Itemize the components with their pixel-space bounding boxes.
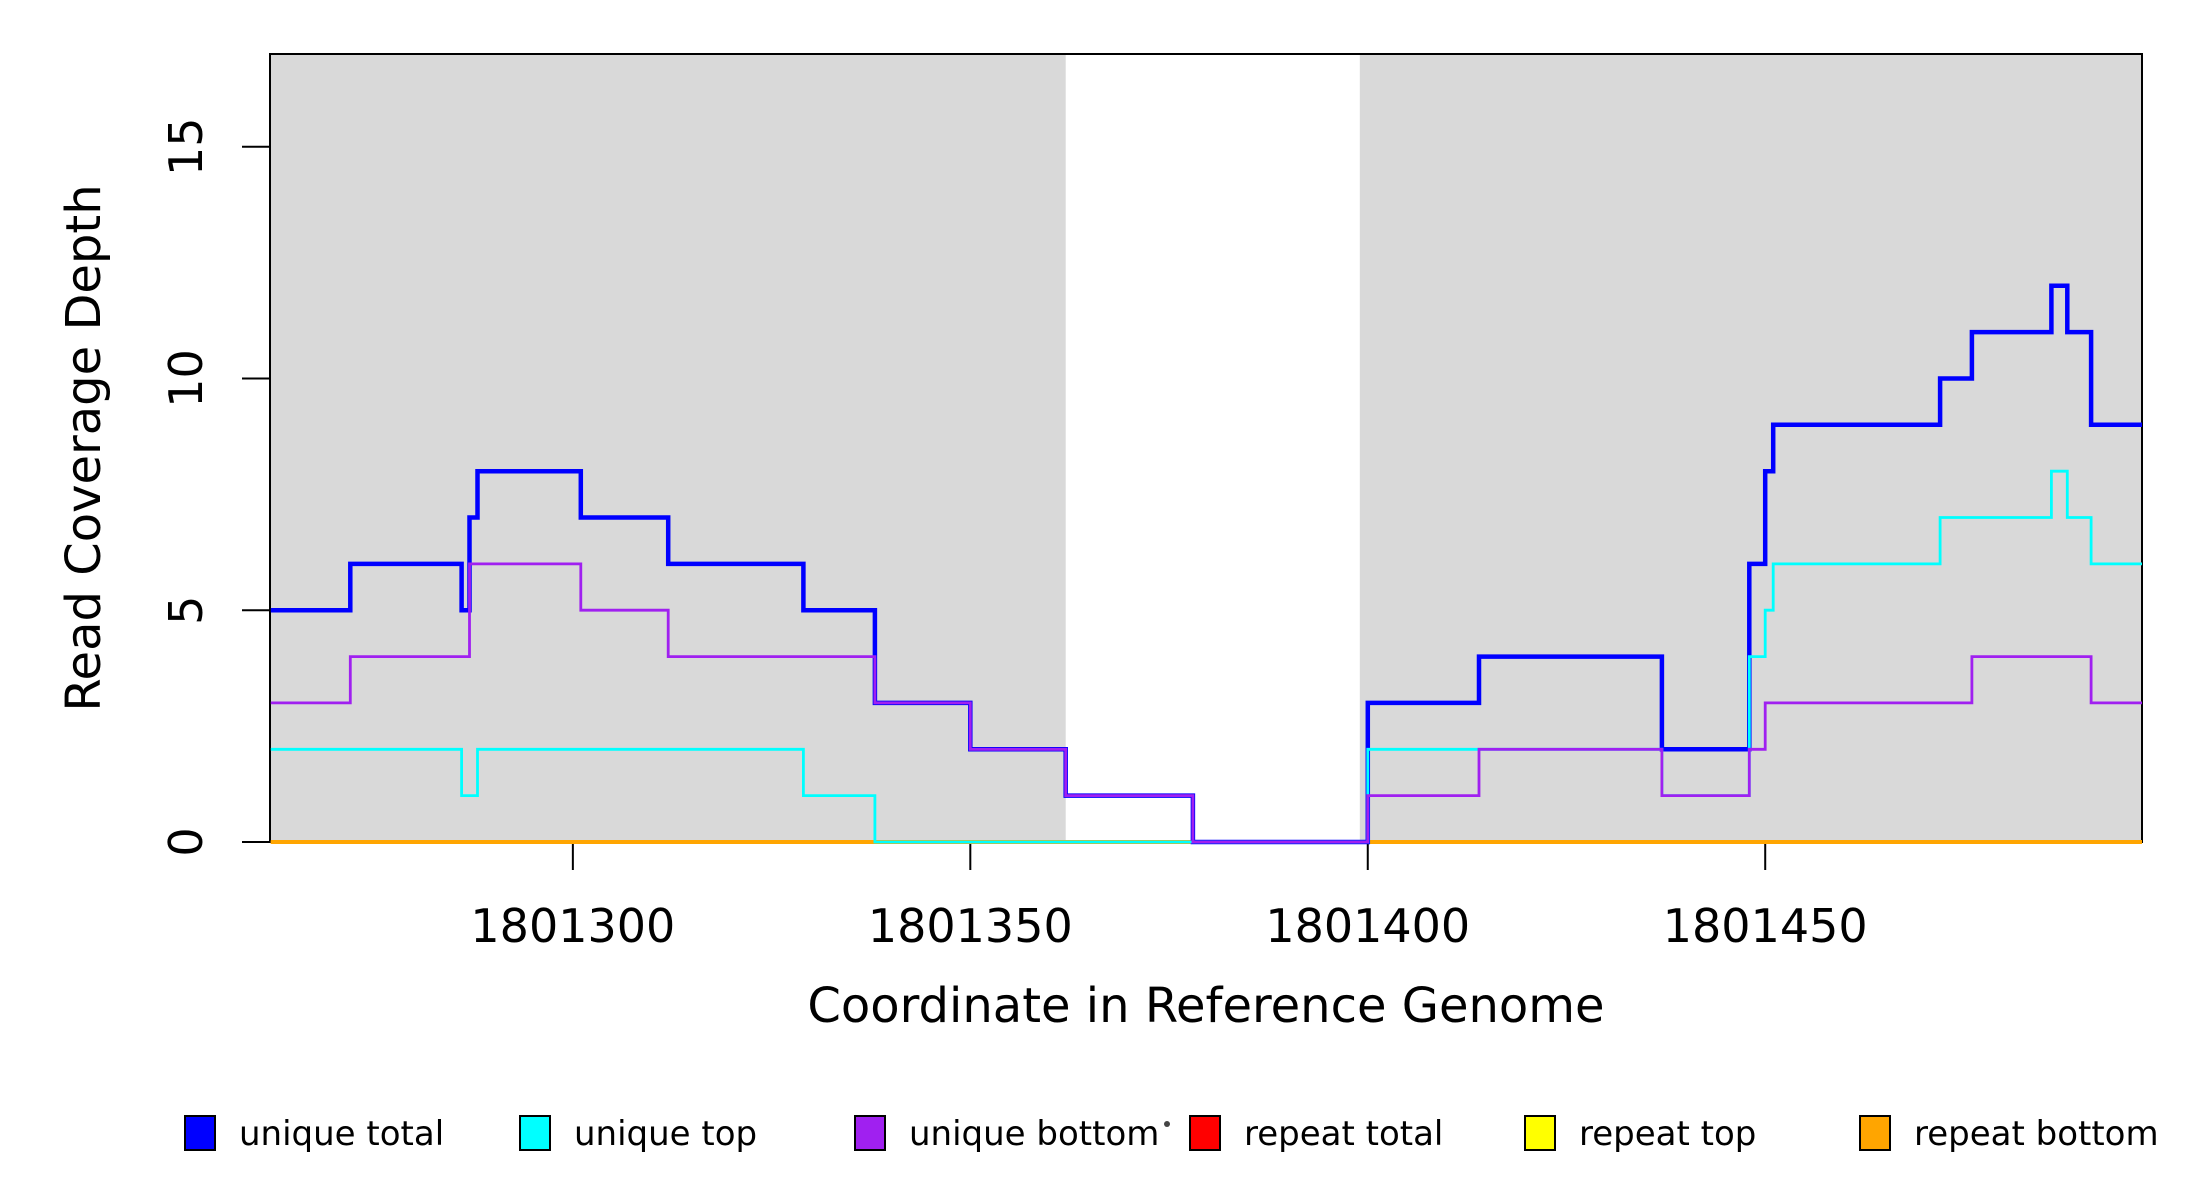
legend-label-unique-bottom: unique bottom (909, 1114, 1159, 1154)
legend-swatch-repeat-bottom (1859, 1115, 1891, 1151)
legend-label-repeat-bottom: repeat bottom (1914, 1114, 2159, 1154)
legend-swatch-unique-top (519, 1115, 551, 1151)
legend-swatch-unique-bottom (854, 1115, 886, 1151)
legend-swatch-repeat-top (1524, 1115, 1556, 1151)
y-tick-label: 5 (159, 596, 213, 625)
x-tick-label: 1801300 (470, 899, 675, 953)
x-tick-label: 1801450 (1663, 899, 1868, 953)
legend-swatch-repeat-total (1189, 1115, 1221, 1151)
x-tick-label: 1801400 (1265, 899, 1470, 953)
legend-label-repeat-top: repeat top (1579, 1114, 1756, 1154)
y-tick-label: 15 (159, 117, 213, 176)
y-axis-title: Read Coverage Depth (56, 184, 112, 712)
legend-label-unique-total: unique total (239, 1114, 444, 1154)
legend-label-unique-top: unique top (574, 1114, 757, 1154)
x-tick-label: 1801350 (868, 899, 1073, 953)
legend-label-repeat-total: repeat total (1244, 1114, 1443, 1154)
unique-region-left-shade (270, 54, 1066, 842)
y-tick-label: 10 (159, 349, 213, 408)
series-unique-top-line (270, 469, 2142, 844)
y-tick-label: 0 (159, 827, 213, 856)
series-unique-bottom-line (270, 562, 2142, 844)
legend-swatch-unique-total (184, 1115, 216, 1151)
stray-dot (1164, 1121, 1170, 1127)
x-axis-title: Coordinate in Reference Genome (807, 978, 1605, 1034)
